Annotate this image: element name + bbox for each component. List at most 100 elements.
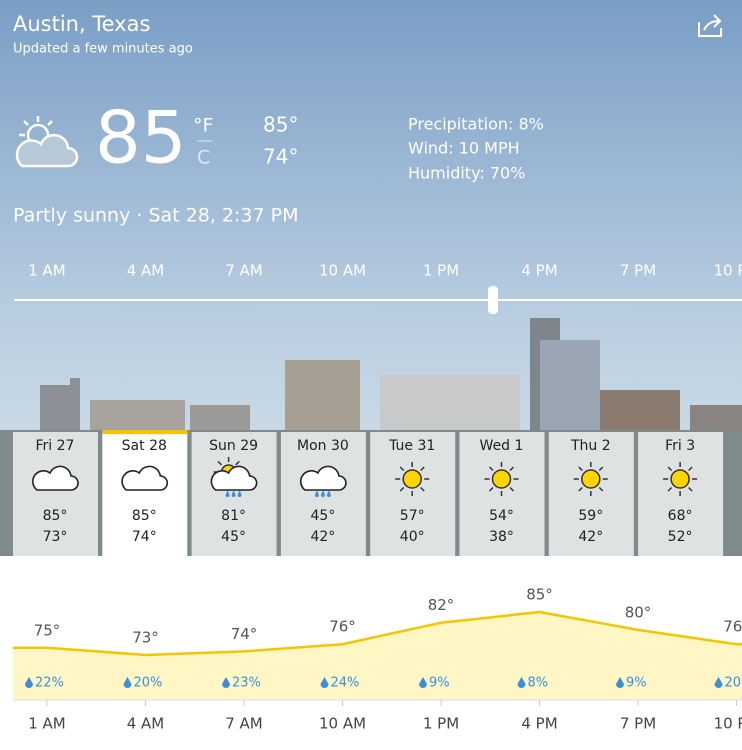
selected-bar bbox=[102, 430, 188, 434]
temp-line bbox=[13, 610, 742, 657]
temp-label: 74° bbox=[231, 625, 258, 643]
day-card[interactable]: Fri 27 85° 73° bbox=[13, 432, 98, 556]
day-card[interactable]: Wed 1 54° 38° bbox=[459, 432, 545, 556]
time-label: 10 PM bbox=[714, 715, 742, 733]
slider-time: 10 PM bbox=[714, 262, 742, 280]
precip-label: 8% bbox=[528, 676, 549, 691]
sun bbox=[581, 469, 601, 489]
sun-ray bbox=[420, 486, 425, 492]
slider-time: 7 PM bbox=[620, 262, 656, 280]
cloud bbox=[299, 465, 347, 491]
sun bbox=[491, 469, 512, 489]
sun-ray bbox=[667, 486, 673, 492]
day-low: 52° bbox=[668, 529, 693, 545]
precip-label: 23% bbox=[232, 676, 261, 691]
unit-c[interactable]: C bbox=[197, 147, 210, 169]
cloud bbox=[210, 465, 258, 491]
precip-label: 20% bbox=[725, 676, 742, 691]
sun-ray bbox=[217, 460, 223, 466]
summary: Partly sunny · Sat 28, 2:37 PM bbox=[13, 205, 298, 227]
day-card[interactable]: Mon 30 45° 42° bbox=[280, 432, 366, 556]
day-name: Thu 2 bbox=[570, 438, 611, 454]
temp-area bbox=[13, 612, 742, 700]
time-label: 1 PM bbox=[423, 715, 459, 733]
sun-ray bbox=[399, 466, 405, 472]
day-card[interactable]: Thu 2 59° 42° bbox=[548, 432, 634, 556]
sun-ray bbox=[509, 486, 515, 492]
day-name: Wed 1 bbox=[480, 438, 524, 454]
card-bg bbox=[102, 432, 188, 556]
day-high: 85° bbox=[132, 508, 157, 524]
day-card[interactable]: Tue 31 57° 40° bbox=[370, 432, 456, 556]
day-low: 74° bbox=[132, 529, 157, 545]
day-high: 81° bbox=[221, 508, 246, 524]
slider-thumb[interactable] bbox=[488, 286, 498, 314]
day-low: 42° bbox=[310, 529, 335, 545]
day-high: 57° bbox=[400, 508, 425, 524]
slider-time: 4 PM bbox=[521, 262, 557, 280]
rain-drop bbox=[231, 490, 236, 497]
updated: Updated a few minutes ago bbox=[13, 42, 193, 57]
precip-label: 9% bbox=[626, 676, 647, 691]
sun-ray bbox=[688, 466, 693, 472]
day-low: 38° bbox=[489, 529, 514, 545]
drop-icon bbox=[517, 677, 526, 688]
sun-ray bbox=[578, 466, 583, 472]
rain-drop bbox=[326, 490, 331, 497]
time-label: 7 AM bbox=[225, 715, 263, 733]
day-high: 54° bbox=[489, 508, 514, 524]
slider-time: 1 PM bbox=[423, 262, 459, 280]
slider-time: 7 AM bbox=[225, 262, 263, 280]
share-button[interactable] bbox=[698, 14, 722, 37]
time-label: 10 AM bbox=[319, 715, 366, 733]
sun-ray bbox=[235, 460, 240, 466]
rain-drop bbox=[320, 490, 325, 497]
day-high: 68° bbox=[668, 508, 693, 524]
sun-ray bbox=[578, 486, 583, 492]
location: Austin, Texas bbox=[13, 12, 150, 36]
day-high: 45° bbox=[310, 508, 335, 524]
current-icon bbox=[15, 116, 79, 168]
drop-icon bbox=[714, 677, 723, 688]
day-name: Tue 31 bbox=[388, 438, 435, 454]
day-name: Sat 28 bbox=[122, 438, 167, 454]
sun-ray bbox=[488, 466, 494, 472]
rain-drop bbox=[225, 490, 230, 497]
day-low: 42° bbox=[578, 529, 603, 545]
day-card[interactable]: Fri 3 68° 52° bbox=[638, 432, 724, 556]
unit-f[interactable]: °F bbox=[193, 115, 213, 137]
sun-ray bbox=[688, 486, 693, 492]
day-card[interactable]: Sat 28 85° 74° bbox=[102, 430, 188, 556]
temp-label: 80° bbox=[625, 603, 652, 621]
temp-label: 76° bbox=[723, 618, 742, 636]
sun bbox=[670, 469, 690, 489]
temp-label: 82° bbox=[428, 596, 455, 614]
day-low: 40° bbox=[400, 529, 425, 545]
drop-icon bbox=[419, 677, 427, 688]
sun-ray bbox=[598, 486, 604, 492]
day-high: 59° bbox=[578, 508, 603, 524]
rain-drop bbox=[237, 490, 242, 497]
temp-label: 76° bbox=[329, 618, 356, 636]
rain-drop bbox=[314, 490, 319, 497]
temp-label: 75° bbox=[34, 621, 61, 639]
time-label: 4 AM bbox=[127, 715, 165, 733]
day-name: Fri 3 bbox=[665, 438, 695, 454]
sun-ray bbox=[488, 486, 494, 492]
day-name: Mon 30 bbox=[297, 438, 349, 454]
cloud bbox=[32, 465, 79, 491]
precip-label: 20% bbox=[134, 676, 163, 691]
slider-time: 10 AM bbox=[319, 262, 366, 280]
day-card[interactable]: Sun 29 81° 45° bbox=[191, 432, 277, 556]
time-label: 1 AM bbox=[28, 715, 66, 733]
precip-label: 24% bbox=[331, 676, 360, 691]
day-name: Fri 27 bbox=[36, 438, 75, 454]
drop-icon bbox=[616, 677, 624, 688]
sun bbox=[402, 469, 422, 489]
slider-time: 1 AM bbox=[28, 262, 66, 280]
sun-ray bbox=[667, 466, 673, 472]
temp-label: 73° bbox=[132, 628, 159, 646]
sun-ray bbox=[509, 466, 515, 472]
